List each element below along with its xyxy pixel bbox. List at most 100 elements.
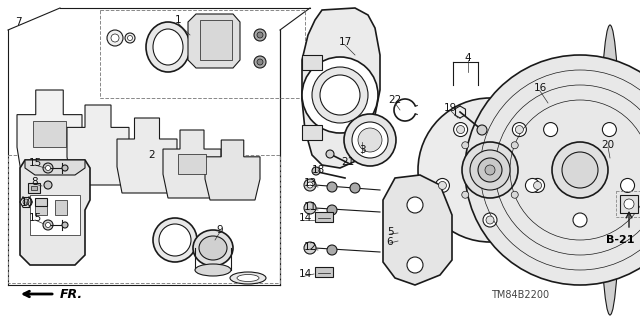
- Ellipse shape: [153, 218, 197, 262]
- Bar: [33, 121, 66, 147]
- Ellipse shape: [237, 275, 259, 281]
- Circle shape: [485, 165, 495, 175]
- Bar: [100, 10, 305, 98]
- Circle shape: [327, 245, 337, 255]
- Ellipse shape: [195, 264, 231, 276]
- Circle shape: [44, 181, 52, 189]
- Circle shape: [127, 35, 132, 41]
- Circle shape: [304, 179, 316, 191]
- Circle shape: [525, 178, 540, 192]
- Text: TM84B2200: TM84B2200: [491, 290, 549, 300]
- Circle shape: [513, 122, 526, 137]
- Text: 18: 18: [312, 165, 324, 175]
- Circle shape: [543, 122, 557, 137]
- Ellipse shape: [153, 29, 183, 65]
- Circle shape: [511, 142, 518, 149]
- Circle shape: [461, 142, 468, 149]
- Circle shape: [602, 122, 616, 137]
- Bar: [28, 183, 40, 193]
- Text: 9: 9: [217, 225, 223, 235]
- Text: 3: 3: [358, 145, 365, 155]
- Circle shape: [107, 30, 123, 46]
- Bar: [302, 55, 322, 70]
- Circle shape: [304, 202, 316, 214]
- Circle shape: [435, 178, 449, 192]
- Circle shape: [327, 182, 337, 192]
- Bar: [178, 154, 206, 174]
- Text: 20: 20: [602, 140, 614, 150]
- Circle shape: [562, 152, 598, 188]
- Text: 13: 13: [303, 178, 317, 188]
- Text: 15: 15: [28, 213, 42, 223]
- Text: 12: 12: [303, 242, 317, 252]
- Circle shape: [125, 33, 135, 43]
- Text: 21: 21: [341, 157, 355, 167]
- Circle shape: [45, 222, 51, 227]
- Polygon shape: [302, 8, 380, 168]
- Text: 11: 11: [303, 202, 317, 212]
- Circle shape: [312, 67, 368, 123]
- Bar: [31, 186, 37, 190]
- Circle shape: [352, 122, 388, 158]
- Bar: [8, 155, 280, 283]
- Circle shape: [43, 163, 53, 173]
- Circle shape: [43, 220, 53, 230]
- Circle shape: [312, 167, 320, 175]
- Circle shape: [254, 29, 266, 41]
- Circle shape: [257, 59, 263, 65]
- Circle shape: [320, 75, 360, 115]
- Polygon shape: [205, 140, 260, 200]
- Text: 14: 14: [298, 269, 312, 279]
- Text: 4: 4: [465, 53, 471, 63]
- Circle shape: [621, 178, 634, 192]
- Ellipse shape: [193, 230, 233, 266]
- Circle shape: [477, 125, 487, 135]
- Text: 7: 7: [15, 17, 21, 27]
- Text: FR.: FR.: [60, 287, 83, 300]
- Circle shape: [344, 114, 396, 166]
- Ellipse shape: [600, 25, 620, 315]
- Ellipse shape: [159, 224, 191, 256]
- Circle shape: [511, 191, 518, 198]
- Bar: [55, 200, 67, 215]
- Circle shape: [111, 34, 119, 42]
- Circle shape: [470, 150, 510, 190]
- Polygon shape: [163, 130, 221, 198]
- Bar: [200, 20, 232, 60]
- Text: 6: 6: [387, 237, 394, 247]
- Circle shape: [327, 205, 337, 215]
- Polygon shape: [188, 14, 240, 68]
- Bar: [616, 191, 640, 217]
- Polygon shape: [25, 160, 85, 175]
- Ellipse shape: [199, 236, 227, 260]
- Circle shape: [624, 199, 634, 209]
- Circle shape: [573, 213, 587, 227]
- Circle shape: [552, 142, 608, 198]
- Text: 16: 16: [533, 83, 547, 93]
- Polygon shape: [67, 105, 129, 185]
- Bar: [302, 125, 322, 140]
- Circle shape: [454, 122, 468, 137]
- Text: 19: 19: [444, 103, 456, 113]
- Text: 8: 8: [32, 177, 38, 187]
- Text: 22: 22: [388, 95, 402, 105]
- Polygon shape: [20, 160, 90, 265]
- Polygon shape: [17, 90, 82, 178]
- Circle shape: [486, 216, 494, 224]
- Polygon shape: [383, 175, 452, 285]
- Circle shape: [23, 199, 29, 205]
- Text: 5: 5: [387, 227, 394, 237]
- Circle shape: [62, 165, 68, 171]
- Circle shape: [478, 158, 502, 182]
- Bar: [315, 267, 333, 277]
- Ellipse shape: [230, 272, 266, 284]
- Circle shape: [326, 150, 334, 158]
- Circle shape: [302, 57, 378, 133]
- Bar: [35, 198, 47, 206]
- Circle shape: [254, 56, 266, 68]
- Circle shape: [358, 128, 382, 152]
- Circle shape: [45, 166, 51, 170]
- Text: 2: 2: [148, 150, 156, 160]
- Circle shape: [534, 182, 541, 189]
- Circle shape: [531, 178, 545, 192]
